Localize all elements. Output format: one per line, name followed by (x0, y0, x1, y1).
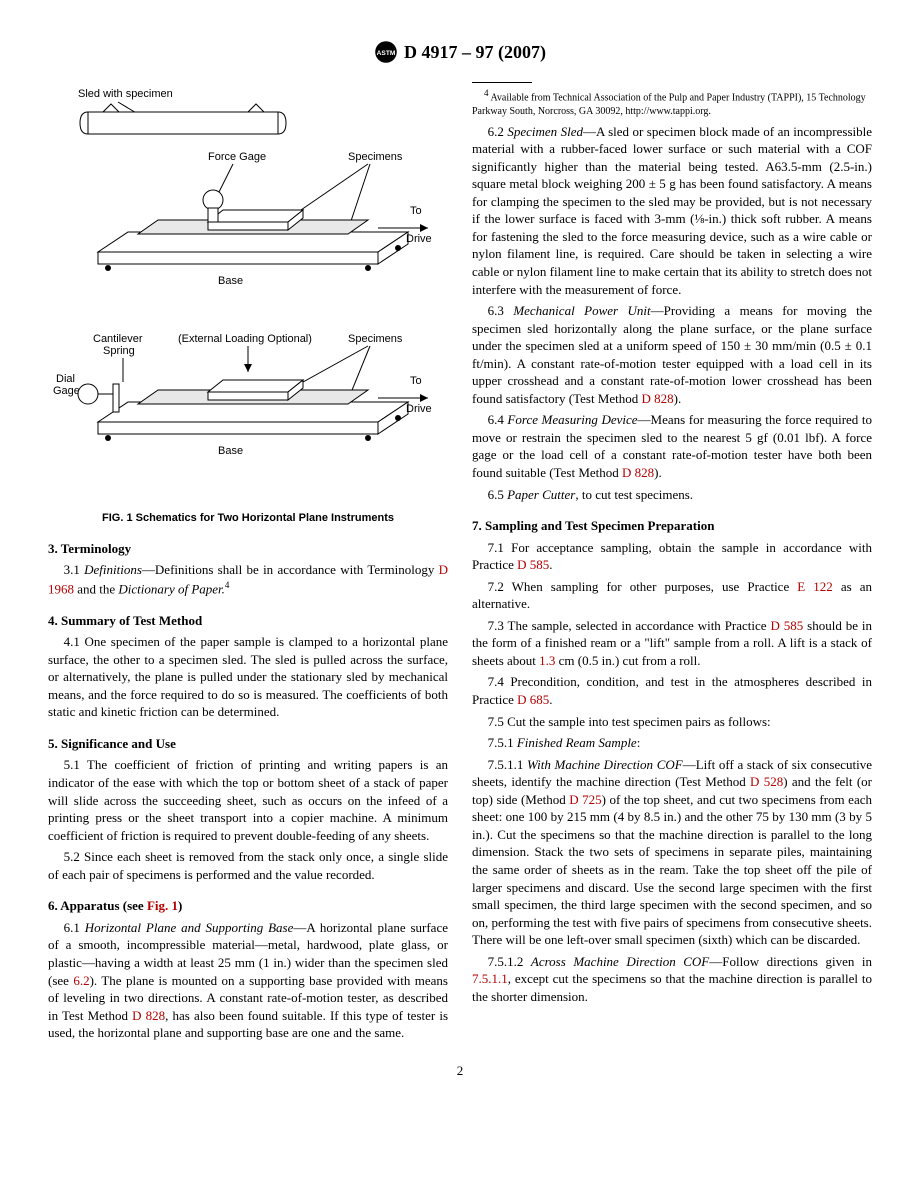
fig-label-specimens: Specimens (348, 151, 403, 163)
ref-d828-b[interactable]: D 828 (642, 391, 674, 406)
ref-d828-c[interactable]: D 828 (622, 465, 654, 480)
page-number: 2 (48, 1062, 872, 1080)
fig-label-todrive2b: Drive (406, 403, 432, 415)
para-6-5: 6.5 Paper Cutter, to cut test specimens. (472, 486, 872, 504)
fig-label-base1: Base (218, 275, 243, 287)
fig-label-forcegage: Force Gage (208, 151, 266, 163)
page-header: ASTM D 4917 – 97 (2007) (48, 40, 872, 64)
ref-d828-a[interactable]: D 828 (132, 1008, 165, 1023)
para-6-4: 6.4 Force Measuring Device—Means for mea… (472, 411, 872, 481)
ref-d528[interactable]: D 528 (750, 774, 783, 789)
ref-7-5-1-1[interactable]: 7.5.1.1 (472, 971, 508, 986)
fig-label-dial2: Gage (53, 385, 80, 397)
section-4-heading: 4. Summary of Test Method (48, 612, 448, 630)
ref-d685[interactable]: D 685 (517, 692, 549, 707)
ref-d725[interactable]: D 725 (569, 792, 601, 807)
svg-text:ASTM: ASTM (377, 50, 396, 57)
para-3-1: 3.1 Definitions—Definitions shall be in … (48, 561, 448, 597)
fig-label-dial1: Dial (56, 373, 75, 385)
fig-label-base2: Base (218, 445, 243, 457)
para-4-1: 4.1 One specimen of the paper sample is … (48, 633, 448, 721)
para-7-1: 7.1 For acceptance sampling, obtain the … (472, 539, 872, 574)
para-6-1: 6.1 Horizontal Plane and Supporting Base… (48, 919, 448, 1042)
fig-label-sled: Sled with specimen (78, 88, 173, 100)
para-7-5-1: 7.5.1 Finished Ream Sample: (472, 734, 872, 752)
para-7-5-1-1: 7.5.1.1 With Machine Direction COF—Lift … (472, 756, 872, 949)
para-5-2: 5.2 Since each sheet is removed from the… (48, 848, 448, 883)
ref-1-3[interactable]: 1.3 (539, 653, 555, 668)
figure-1-caption: FIG. 1 Schematics for Two Horizontal Pla… (48, 511, 448, 526)
para-7-5-1-2: 7.5.1.2 Across Machine Direction COF—Fol… (472, 953, 872, 1006)
ref-6-2[interactable]: 6.2 (73, 973, 89, 988)
para-6-3: 6.3 Mechanical Power Unit—Providing a me… (472, 302, 872, 407)
para-7-4: 7.4 Precondition, condition, and test in… (472, 673, 872, 708)
para-7-3: 7.3 The sample, selected in accordance w… (472, 617, 872, 670)
fig-label-todrive1b: Drive (406, 233, 432, 245)
astm-logo-icon: ASTM (374, 40, 398, 64)
ref-d585-a[interactable]: D 585 (517, 557, 549, 572)
fig-label-todrive1a: To (410, 205, 422, 217)
para-5-1: 5.1 The coefficient of friction of print… (48, 756, 448, 844)
para-7-2: 7.2 When sampling for other purposes, us… (472, 578, 872, 613)
footnote-separator (472, 82, 532, 83)
fig-label-specimens2: Specimens (348, 333, 403, 345)
section-3-heading: 3. Terminology (48, 540, 448, 558)
para-6-2: 6.2 Specimen Sled—A sled or specimen blo… (472, 123, 872, 298)
section-6-heading: 6. Apparatus (see Fig. 1) (48, 897, 448, 915)
section-7-heading: 7. Sampling and Test Specimen Preparatio… (472, 517, 872, 535)
fig-label-cantilever1: Cantilever (93, 333, 143, 345)
fig-label-todrive2a: To (410, 375, 422, 387)
ref-fig1[interactable]: Fig. 1 (147, 898, 178, 913)
footnote-4: 4 Available from Technical Association o… (472, 87, 872, 118)
standard-number: D 4917 – 97 (2007) (404, 40, 546, 64)
ref-e122[interactable]: E 122 (797, 579, 833, 594)
section-5-heading: 5. Significance and Use (48, 735, 448, 753)
fig-label-extload: (External Loading Optional) (178, 333, 312, 345)
fig-label-cantilever2: Spring (103, 345, 135, 357)
ref-d585-b[interactable]: D 585 (770, 618, 803, 633)
para-7-5: 7.5 Cut the sample into test specimen pa… (472, 713, 872, 731)
figure-1: Sled with specimen Force Gage Specimens (48, 82, 448, 525)
